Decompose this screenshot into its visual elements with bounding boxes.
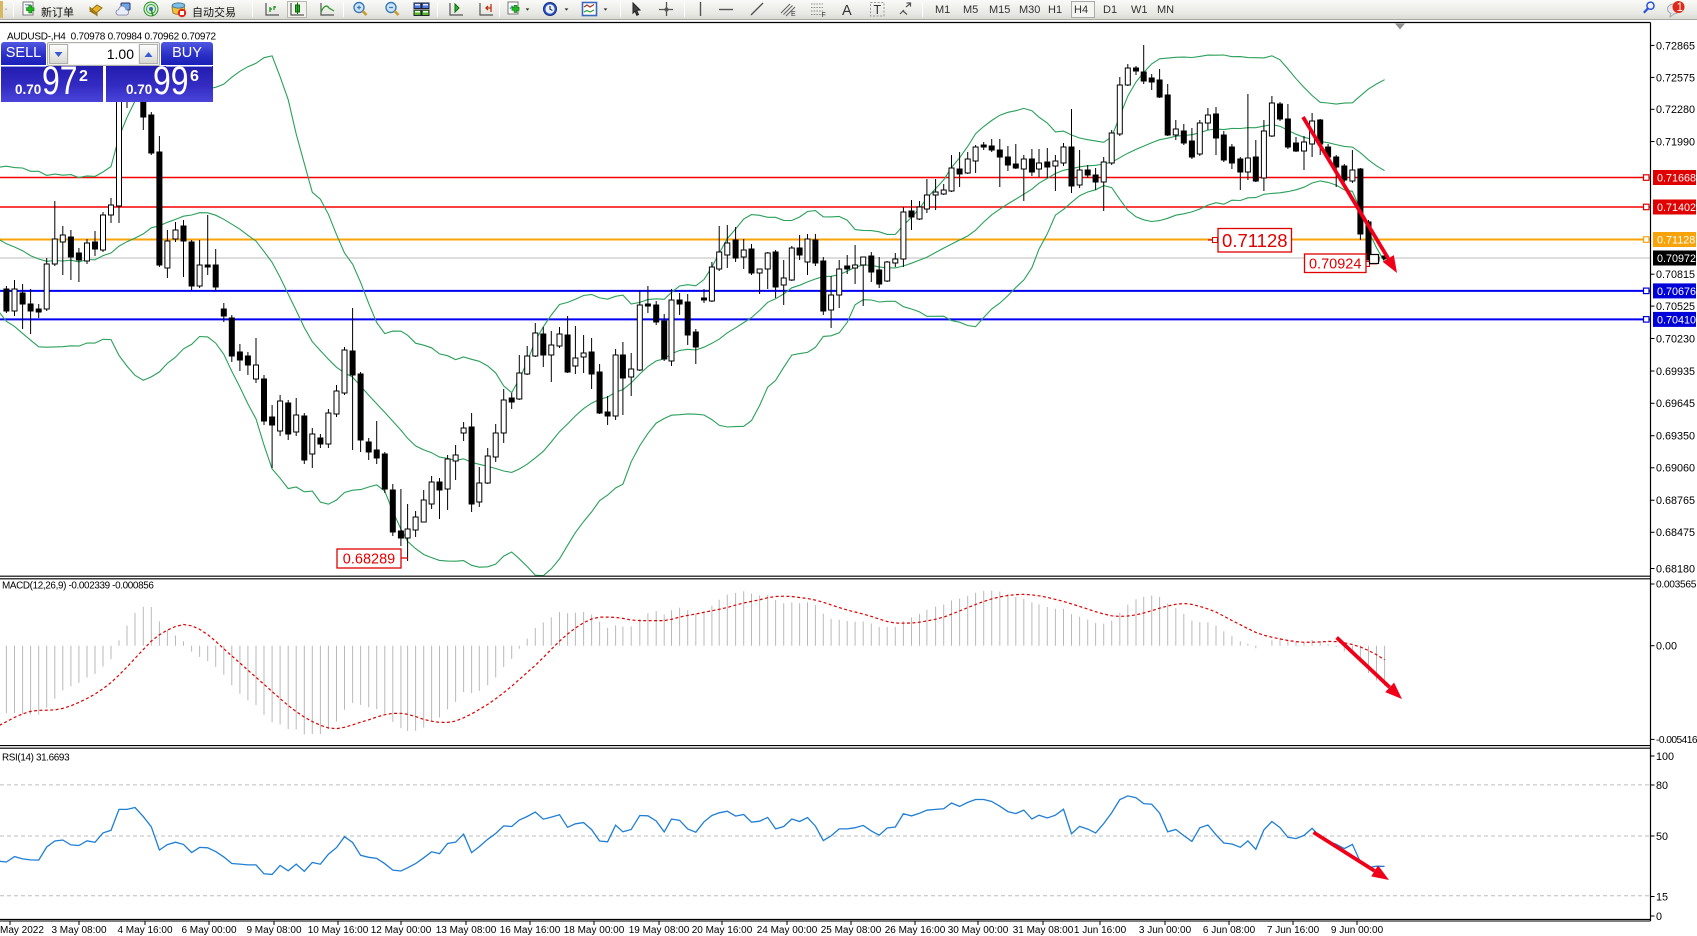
svg-text:0.68289: 0.68289 — [343, 552, 395, 568]
svg-text:F: F — [822, 12, 826, 18]
svg-text:0.70815: 0.70815 — [1656, 269, 1695, 281]
svg-text:0.68180: 0.68180 — [1656, 563, 1695, 575]
svg-text:3 Jun 00:00: 3 Jun 00:00 — [1139, 925, 1192, 936]
svg-text:0.70525: 0.70525 — [1656, 301, 1695, 313]
svg-text:0.70924: 0.70924 — [1309, 257, 1361, 273]
svg-text:25 May 08:00: 25 May 08:00 — [821, 925, 882, 936]
svg-text:7 Jun 16:00: 7 Jun 16:00 — [1267, 925, 1320, 936]
svg-text:0.71128: 0.71128 — [1657, 234, 1695, 246]
svg-text:1: 1 — [1677, 2, 1683, 14]
svg-text:-0.005416: -0.005416 — [1656, 735, 1697, 746]
svg-text:9 Jun 00:00: 9 Jun 00:00 — [1331, 925, 1384, 936]
svg-text:3 May 08:00: 3 May 08:00 — [51, 925, 106, 936]
svg-text:18 May 00:00: 18 May 00:00 — [564, 925, 625, 936]
svg-text:6 May 00:00: 6 May 00:00 — [181, 925, 236, 936]
svg-text:May 2022: May 2022 — [0, 925, 44, 936]
svg-text:6 Jun 08:00: 6 Jun 08:00 — [1203, 925, 1256, 936]
svg-text:0.72865: 0.72865 — [1656, 40, 1695, 52]
svg-text:20 May 16:00: 20 May 16:00 — [692, 925, 753, 936]
svg-text:9 May 08:00: 9 May 08:00 — [246, 925, 301, 936]
svg-text:4 May 16:00: 4 May 16:00 — [117, 925, 172, 936]
svg-text:50: 50 — [1656, 831, 1668, 843]
svg-text:0.71668: 0.71668 — [1657, 172, 1696, 184]
svg-text:0.72575: 0.72575 — [1656, 72, 1695, 84]
svg-text:0.003565: 0.003565 — [1656, 580, 1697, 591]
svg-text:0.70230: 0.70230 — [1656, 333, 1695, 345]
svg-text:15: 15 — [1656, 891, 1668, 903]
svg-text:0.70410: 0.70410 — [1657, 314, 1696, 326]
svg-text:0.68765: 0.68765 — [1656, 495, 1695, 507]
svg-text:24 May 00:00: 24 May 00:00 — [757, 925, 818, 936]
svg-text:0.70972: 0.70972 — [1657, 253, 1696, 265]
svg-text:0.69645: 0.69645 — [1656, 398, 1695, 410]
svg-text:26 May 16:00: 26 May 16:00 — [885, 925, 946, 936]
svg-text:T: T — [874, 3, 882, 17]
svg-text:10 May 16:00: 10 May 16:00 — [308, 925, 369, 936]
svg-text:0.69060: 0.69060 — [1656, 463, 1695, 475]
svg-text:80: 80 — [1656, 780, 1668, 792]
svg-text:0.00: 0.00 — [1656, 641, 1677, 653]
svg-text:0.71128: 0.71128 — [1222, 230, 1288, 251]
svg-text:30 May 00:00: 30 May 00:00 — [948, 925, 1009, 936]
svg-text:RSI(14) 31.6693: RSI(14) 31.6693 — [2, 753, 70, 764]
svg-text:0.69935: 0.69935 — [1656, 366, 1695, 378]
svg-text:0.68475: 0.68475 — [1656, 527, 1695, 539]
svg-text:0.71990: 0.71990 — [1656, 136, 1695, 148]
svg-text:0.70676: 0.70676 — [1657, 286, 1696, 298]
svg-text:E: E — [791, 11, 796, 18]
svg-text:0: 0 — [1656, 911, 1662, 923]
svg-text:19 May 08:00: 19 May 08:00 — [629, 925, 690, 936]
svg-text:0.69350: 0.69350 — [1656, 431, 1695, 443]
svg-text:13 May 08:00: 13 May 08:00 — [436, 925, 497, 936]
svg-text:12 May 00:00: 12 May 00:00 — [371, 925, 432, 936]
svg-text:MACD(12,26,9) -0.002339 -0.000: MACD(12,26,9) -0.002339 -0.000856 — [2, 581, 154, 592]
svg-text:0.72280: 0.72280 — [1656, 104, 1695, 116]
svg-text:A: A — [842, 3, 852, 18]
svg-text:0.71402: 0.71402 — [1657, 202, 1696, 214]
svg-text:AUDUSD-,H4 0.70978 0.70984 0.: AUDUSD-,H4 0.70978 0.70984 0.70962 0.709… — [7, 32, 217, 43]
svg-text:100: 100 — [1656, 751, 1674, 763]
svg-text:1 Jun 16:00: 1 Jun 16:00 — [1074, 925, 1127, 936]
svg-text:16 May 16:00: 16 May 16:00 — [500, 925, 561, 936]
svg-text:31 May 08:00: 31 May 08:00 — [1013, 925, 1074, 936]
